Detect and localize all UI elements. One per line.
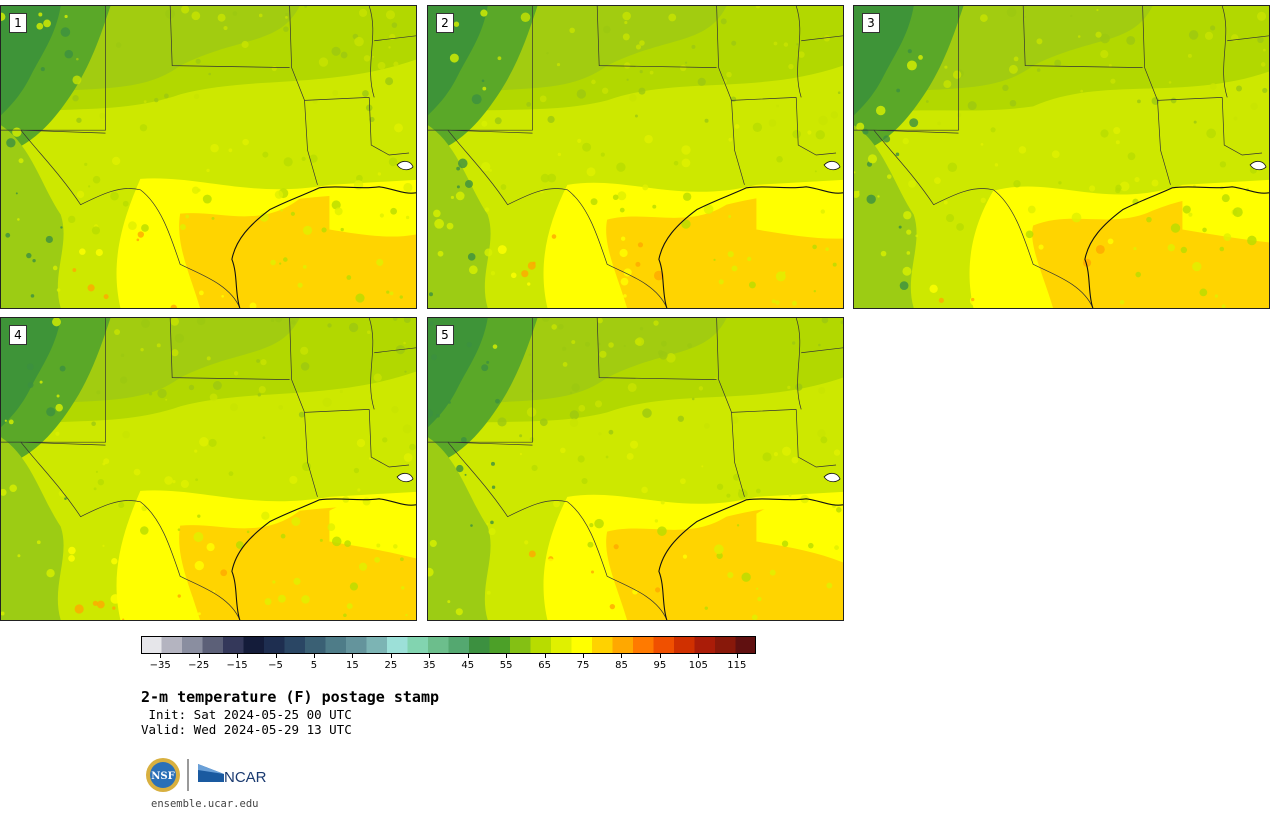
colorbar-swatch (202, 636, 224, 654)
init-time: Init: Sat 2024-05-25 00 UTC (141, 707, 352, 722)
colorbar-tick (313, 654, 315, 658)
colorbar-swatch (284, 636, 306, 654)
colorbar-swatch (305, 636, 326, 654)
svg-text:NSF: NSF (151, 771, 174, 782)
colorbar-tick-label: 95 (653, 660, 667, 671)
colorbar-tick (467, 654, 469, 658)
panel-number-label: 4 (9, 325, 27, 345)
panel-number-label: 2 (436, 13, 454, 33)
colorbar-tick-labels: −35 −25 −15 −5 5 15 25 35 45 55 65 75 85 95 105 115 (141, 654, 756, 674)
colorbar-tick (736, 654, 738, 658)
colorbar-swatch (694, 636, 716, 654)
colorbar-swatch (264, 636, 285, 654)
colorbar-swatch (387, 636, 408, 654)
map-panel-2: 2 (427, 5, 844, 309)
panel-number-label: 5 (436, 325, 454, 345)
colorbar-tick-label: 45 (461, 660, 475, 671)
temperature-map (854, 6, 1269, 308)
svg-text:NCAR: NCAR (224, 769, 267, 786)
colorbar-swatch (674, 636, 695, 654)
colorbar-swatch (715, 636, 736, 654)
colorbar-tick-label: 5 (310, 660, 318, 671)
colorbar-tick (429, 654, 431, 658)
colorbar-tick (275, 654, 277, 658)
map-panel-3: 3 (853, 5, 1270, 309)
colorbar-swatch (551, 636, 572, 654)
colorbar-tick (198, 654, 200, 658)
colorbar-tick (390, 654, 392, 658)
colorbar-swatch (141, 636, 162, 654)
colorbar-swatch (346, 636, 367, 654)
temperature-colorbar (141, 636, 756, 654)
colorbar-swatch (633, 636, 654, 654)
colorbar-tick-label: −5 (268, 660, 283, 671)
colorbar-tick (237, 654, 239, 658)
colorbar-tick-label: 15 (346, 660, 359, 671)
colorbar-swatch (735, 636, 756, 654)
colorbar-swatch (489, 636, 511, 654)
colorbar-tick (352, 654, 354, 658)
colorbar-tick-label: 55 (499, 660, 513, 671)
colorbar-swatch (571, 636, 593, 654)
colorbar-tick (621, 654, 623, 658)
colorbar-tick-label: 25 (384, 660, 398, 671)
colorbar-swatch (407, 636, 429, 654)
colorbar-tick-label: 75 (576, 660, 590, 671)
temperature-map (1, 6, 416, 308)
colorbar-tick (583, 654, 585, 658)
colorbar-tick-label: 65 (538, 660, 551, 671)
colorbar-swatch (243, 636, 265, 654)
map-panel-5: 5 (427, 317, 844, 621)
ncar-logo-icon: NCAR (198, 764, 267, 786)
temperature-map (428, 318, 843, 620)
temperature-map (428, 6, 843, 308)
colorbar-tick-label: 35 (422, 660, 436, 671)
colorbar-swatch (530, 636, 552, 654)
valid-time: Valid: Wed 2024-05-29 13 UTC (141, 722, 352, 737)
colorbar-swatch (223, 636, 244, 654)
nsf-logo-icon: NSF (146, 758, 180, 792)
colorbar-tick-label: −35 (149, 660, 171, 671)
colorbar-tick-label: 85 (615, 660, 628, 671)
colorbar-swatch (161, 636, 183, 654)
colorbar-swatch (325, 636, 347, 654)
colorbar-swatch (366, 636, 388, 654)
colorbar-tick (698, 654, 700, 658)
colorbar-swatch (182, 636, 203, 654)
colorbar-tick (659, 654, 661, 658)
panel-number-label: 3 (862, 13, 880, 33)
colorbar-swatch (653, 636, 675, 654)
colorbar-tick (506, 654, 508, 658)
website-url: ensemble.ucar.edu (151, 798, 259, 810)
panel-number-label: 1 (9, 13, 27, 33)
colorbar-tick-label: −15 (226, 660, 248, 671)
colorbar-swatch (510, 636, 531, 654)
colorbar-swatch (592, 636, 613, 654)
colorbar-tick-label: −25 (188, 660, 210, 671)
colorbar-swatch (428, 636, 449, 654)
sponsor-logos: NSF NCAR (144, 756, 274, 794)
colorbar-swatch (612, 636, 634, 654)
colorbar-tick-label: 115 (727, 660, 747, 671)
map-panel-1: 1 (0, 5, 417, 309)
colorbar-swatch (448, 636, 470, 654)
chart-title: 2-m temperature (F) postage stamp (141, 688, 440, 706)
temperature-map (1, 318, 416, 620)
colorbar-tick (544, 654, 546, 658)
colorbar-tick-label: 105 (688, 660, 708, 671)
map-panel-4: 4 (0, 317, 417, 621)
colorbar-swatch (469, 636, 490, 654)
colorbar-tick (160, 654, 162, 658)
